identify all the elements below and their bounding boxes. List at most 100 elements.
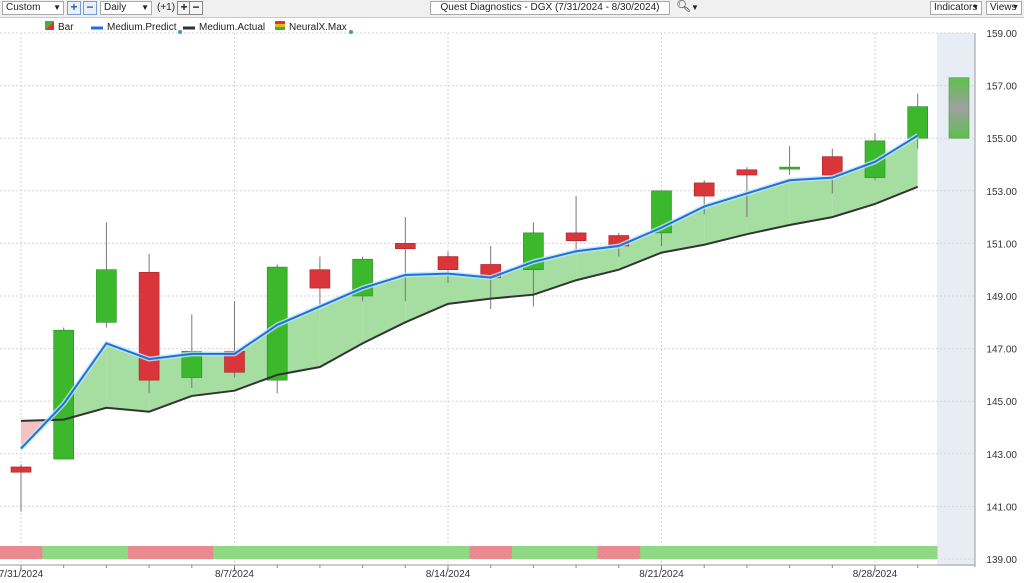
prediction-fill-segment — [191, 353, 235, 396]
prediction-fill-segment — [362, 274, 406, 344]
candle-body — [693, 182, 715, 197]
y-tick-label: 153.00 — [986, 187, 1017, 198]
signal-strip-cell — [85, 546, 129, 559]
prediction-fill-segment — [234, 324, 278, 391]
symbol-title-field[interactable]: Quest Diagnostics - DGX (7/31/2024 - 8/3… — [430, 1, 670, 15]
offset-label: (+1) — [157, 2, 176, 13]
prediction-fill-segment — [405, 273, 448, 323]
chevron-down-icon: ▼ — [53, 3, 61, 12]
candle-body — [53, 329, 75, 460]
signal-strip-cell — [768, 546, 812, 559]
offset-plus-button[interactable]: + — [177, 1, 191, 15]
prediction-fill-segment — [448, 273, 491, 304]
candle-body — [779, 166, 800, 170]
signal-strip-cell — [127, 546, 171, 559]
signal-strip-cell — [170, 546, 214, 559]
x-tick-label: 8/21/2024 — [639, 569, 684, 580]
legend-item-bar[interactable]: Bar — [45, 21, 74, 34]
chart-legend: Bar Medium.Predict Medium.Actual NeuralX… — [0, 21, 400, 35]
y-tick-label: 157.00 — [986, 82, 1017, 93]
y-tick-label: 143.00 — [986, 450, 1017, 461]
views-button[interactable]: Views ▼ — [986, 1, 1022, 15]
candle-body — [651, 190, 672, 234]
offset-minus-button[interactable]: − — [189, 1, 203, 15]
signal-strip-cell — [42, 546, 86, 559]
candle-body — [138, 272, 160, 381]
y-tick-label: 145.00 — [986, 397, 1017, 408]
prediction-fill-segment — [106, 343, 150, 412]
prediction-fill-segment — [149, 353, 192, 412]
indicators-label: Indicators — [934, 2, 978, 13]
plus-icon: + — [70, 0, 78, 14]
candle-body — [309, 269, 331, 289]
toolbar: Custom ▼ + − Daily ▼ (+1) + − Quest Diag… — [0, 0, 1024, 18]
signal-strip-cell — [469, 546, 513, 559]
signal-strip-cell — [341, 546, 385, 559]
prediction-fill-segment — [319, 288, 363, 368]
zoom-out-button[interactable]: − — [83, 1, 97, 15]
legend-label-bar: Bar — [58, 22, 74, 34]
signal-strip-cell — [383, 546, 428, 559]
prediction-fill-segment — [490, 261, 534, 299]
indicators-button[interactable]: Indicators ▼ — [930, 1, 982, 15]
bar-swatch-icon — [45, 21, 54, 34]
interval-select-value: Daily — [104, 2, 127, 13]
legend-label-medium-predict: Medium.Predict — [107, 22, 177, 34]
plus-icon: + — [180, 0, 188, 14]
range-select-value: Custom — [6, 2, 41, 13]
interval-select[interactable]: Daily ▼ — [100, 1, 152, 15]
chevron-down-icon: ▼ — [972, 4, 979, 11]
candle-body — [96, 269, 117, 323]
signal-strip-cell — [255, 546, 300, 559]
legend-item-neuralx-max[interactable]: NeuralX.Max — [275, 21, 353, 35]
candle-body — [907, 106, 929, 139]
chart-title: Quest Diagnostics - DGX (7/31/2024 - 8/3… — [440, 2, 660, 13]
minus-icon: − — [86, 0, 94, 14]
y-tick-label: 149.00 — [986, 292, 1017, 303]
candle-body — [437, 256, 459, 270]
y-tick-label: 151.00 — [986, 239, 1017, 250]
y-tick-label: 141.00 — [986, 502, 1017, 513]
candle-body — [394, 243, 416, 249]
legend-label-medium-actual: Medium.Actual — [199, 22, 266, 34]
candle-body — [736, 169, 758, 176]
search-icon[interactable]: 🔍︎ — [676, 0, 692, 13]
chevron-down-icon[interactable]: ▼ — [691, 3, 699, 12]
medium-actual-line — [20, 185, 919, 422]
signal-strip-cell — [682, 546, 727, 559]
prediction-fill-segment — [618, 227, 662, 270]
signal-strip-cell — [640, 546, 684, 559]
signal-strip-cell — [213, 546, 257, 559]
dot-icon — [178, 30, 183, 35]
signal-strip-cell — [853, 546, 897, 559]
neural-swatch-icon — [275, 21, 285, 34]
prediction-fill-segment — [746, 180, 790, 235]
prediction-fill-segment — [789, 177, 833, 225]
candle-body — [565, 232, 587, 242]
legend-label-neuralx-max: NeuralX.Max — [289, 22, 347, 34]
x-tick-label: 7/31/2024 — [0, 569, 44, 580]
signal-strip-cell — [512, 546, 556, 559]
candle-body — [821, 156, 843, 176]
chevron-down-icon: ▼ — [141, 3, 149, 12]
prediction-fill-segment — [704, 193, 747, 245]
dot-icon — [348, 30, 353, 35]
prediction-fill-segment — [661, 206, 705, 253]
signal-strip-cell — [896, 546, 938, 559]
y-tick-label: 155.00 — [986, 134, 1017, 145]
range-select[interactable]: Custom ▼ — [2, 1, 64, 15]
minus-icon: − — [192, 0, 200, 14]
legend-item-medium-actual[interactable]: Medium.Actual — [183, 21, 265, 34]
x-tick-label: 8/14/2024 — [426, 569, 471, 580]
zoom-in-button[interactable]: + — [67, 1, 81, 15]
medium-predict-line — [20, 134, 919, 450]
legend-item-medium-predict[interactable]: Medium.Predict — [91, 21, 183, 35]
signal-strip-cell — [554, 546, 598, 559]
dark-line-icon — [183, 21, 195, 34]
y-tick-label: 159.00 — [986, 29, 1017, 40]
signal-strip-cell — [426, 546, 470, 559]
y-tick-label: 147.00 — [986, 345, 1017, 356]
signal-strip-cell — [725, 546, 769, 559]
blue-line-icon — [91, 21, 103, 34]
